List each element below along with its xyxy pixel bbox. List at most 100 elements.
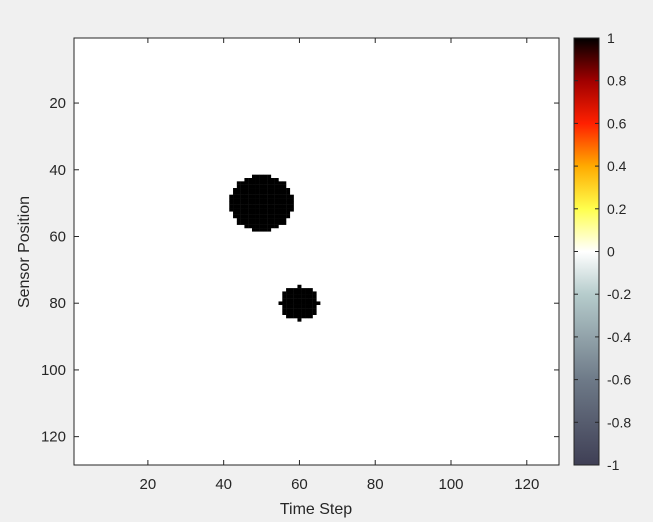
heatmap-cell [297,284,302,289]
heatmap-cell [282,184,287,189]
heatmap-cell [251,194,256,199]
heatmap-cell [267,184,272,189]
heatmap-cell [278,201,283,205]
heatmap-cell [289,311,294,315]
heatmap-cell [259,178,264,182]
heatmap-cell [297,308,302,312]
heatmap-cell [282,301,287,305]
heatmap-cell [301,304,306,309]
heatmap-cell [229,198,234,202]
heatmap-cell [236,221,241,225]
heatmap-cell [267,224,272,229]
heatmap-cell [267,218,272,222]
heatmap-cell [289,298,294,302]
heatmap-cell [293,308,298,312]
heatmap-cell [278,208,283,212]
heatmap-cell [267,208,272,212]
heatmap-cell [236,214,241,219]
heatmap-cell [270,204,275,209]
heatmap-cell [305,304,310,309]
heatmap-cell [282,291,287,295]
heatmap-cell [312,301,317,305]
heatmap-cell [297,318,302,322]
heatmap-cell [255,221,260,225]
heatmap-cell [293,294,298,299]
heatmap-cell [244,184,249,189]
heatmap-cell [278,181,283,185]
heatmap-cell [286,194,291,199]
heatmap-cell [297,298,302,302]
heatmap-cell [236,191,241,195]
heatmap-cell [282,201,287,205]
heatmap-cell [289,208,294,212]
heatmap-cell [240,184,245,189]
heatmap-cell [293,311,298,315]
heatmap-cell [286,308,291,312]
heatmap-cell [255,174,260,179]
heatmap-cell [282,311,287,315]
heatmap-cell [270,224,275,229]
heatmap-cell [293,314,298,319]
heatmap-cell [286,294,291,299]
heatmap-cell [233,204,238,209]
heatmap-cell [263,184,268,189]
heatmap-cell [259,214,264,219]
heatmap-cell [286,191,291,195]
heatmap-cell [259,218,264,222]
heatmap-cell [267,198,272,202]
heatmap-cell [255,211,260,215]
heatmap-cell [251,224,256,229]
heatmap-cell [278,301,283,305]
heatmap-cell [301,288,306,292]
heatmap-cell [293,298,298,302]
y-tick-labels: 20 40 60 80 100 120 [41,95,66,446]
heatmap-cell [270,221,275,225]
y-tick-label: 120 [41,429,66,446]
heatmap-cell [248,191,253,195]
heatmap-cell [278,218,283,222]
heatmap-cell [255,218,260,222]
x-tick-label: 20 [140,476,157,493]
heatmap-cell [255,224,260,229]
heatmap-cell [233,191,238,195]
heatmap-cell [248,194,253,199]
heatmap-cell [236,194,241,199]
heatmap-cell [297,304,302,309]
heatmap-cell [282,198,287,202]
heatmap-cell [263,194,268,199]
heatmap-cell [278,194,283,199]
heatmap-cell [259,224,264,229]
heatmap-cell [278,204,283,209]
colorbar-tick-label: 0.2 [607,201,627,217]
heatmap-cell [282,181,287,185]
heatmap-cell [308,288,313,292]
heatmap-cell [236,211,241,215]
heatmap-cell [263,214,268,219]
heatmap-cell [301,311,306,315]
heatmap-cell [259,191,264,195]
y-tick-label: 60 [49,228,66,245]
heatmap-cell [259,198,264,202]
colorbar-tick-label: -0.6 [607,372,631,388]
heatmap-cell [274,184,279,189]
heatmap-cell [301,291,306,295]
heatmap-cell [289,314,294,319]
heatmap-cell [308,304,313,309]
heatmap-cell [244,208,249,212]
heatmap-cell [259,211,264,215]
heatmap-cell [270,214,275,219]
heatmap-cell [282,194,287,199]
heatmap-cell [240,214,245,219]
heatmap-cell [248,224,253,229]
heatmap-cell [236,218,241,222]
heatmap-cell [274,211,279,215]
heatmap-cell [278,214,283,219]
heatmap-cell [289,204,294,209]
heatmap-cell [282,294,287,299]
heatmap-cell [267,221,272,225]
heatmap-cell [251,208,256,212]
heatmap-cell [229,204,234,209]
heatmap-cell [274,221,279,225]
x-tick-label: 80 [367,476,384,493]
